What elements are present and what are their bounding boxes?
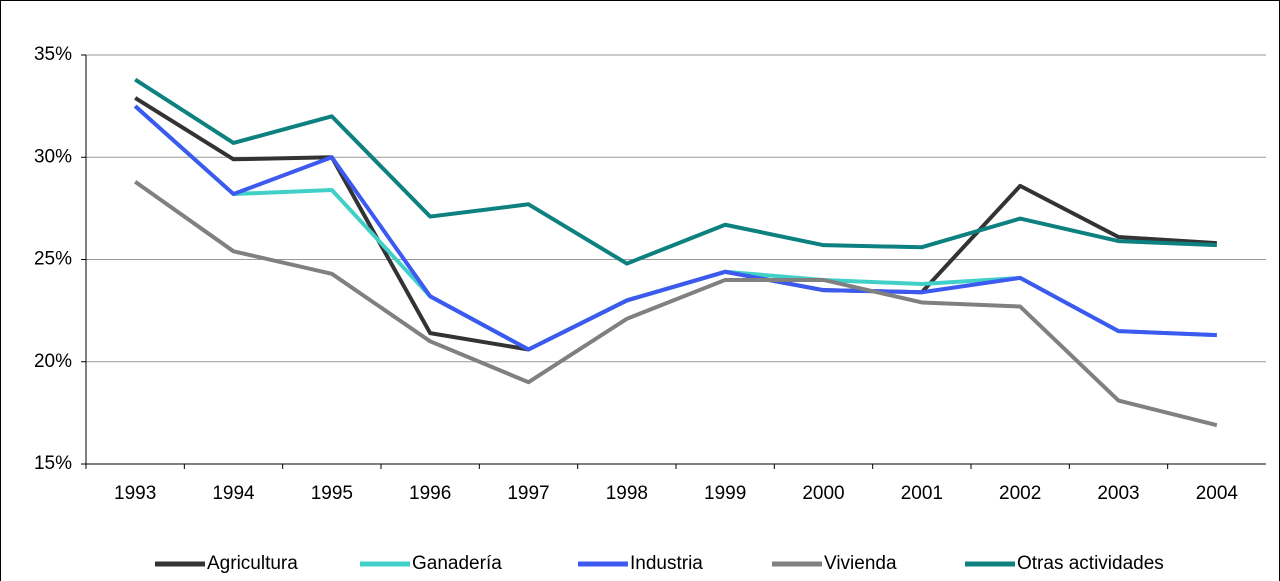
legend-label: Agricultura	[207, 553, 298, 574]
legend-label: Ganadería	[412, 553, 502, 574]
x-tick-label: 1995	[311, 483, 353, 504]
series-line	[133, 104, 1217, 352]
x-tick-label: 1996	[409, 483, 451, 504]
y-tick-label: 15%	[34, 453, 72, 474]
legend-label: Otras actividades	[1017, 553, 1164, 574]
x-tick-label: 1998	[606, 483, 648, 504]
series-line	[134, 77, 1217, 266]
legend-label: Vivienda	[824, 553, 897, 574]
x-tick-label: 2003	[1097, 483, 1139, 504]
y-tick-label: 35%	[34, 44, 72, 65]
series-line	[134, 96, 1217, 352]
x-tick-label: 2000	[802, 483, 844, 504]
x-tick-label: 2002	[999, 483, 1041, 504]
y-tick-label: 25%	[34, 249, 72, 270]
y-tick-label: 30%	[34, 146, 72, 167]
x-tick-label: 1993	[114, 483, 156, 504]
x-tick-label: 1994	[212, 483, 255, 504]
x-tick-label: 2004	[1196, 483, 1239, 504]
x-tick-label: 1997	[507, 483, 549, 504]
x-tick-label: 2001	[901, 483, 943, 504]
series-line	[134, 180, 1218, 428]
y-tick-label: 20%	[34, 351, 72, 372]
x-tick-label: 1999	[704, 483, 746, 504]
legend-label: Industria	[630, 553, 703, 574]
